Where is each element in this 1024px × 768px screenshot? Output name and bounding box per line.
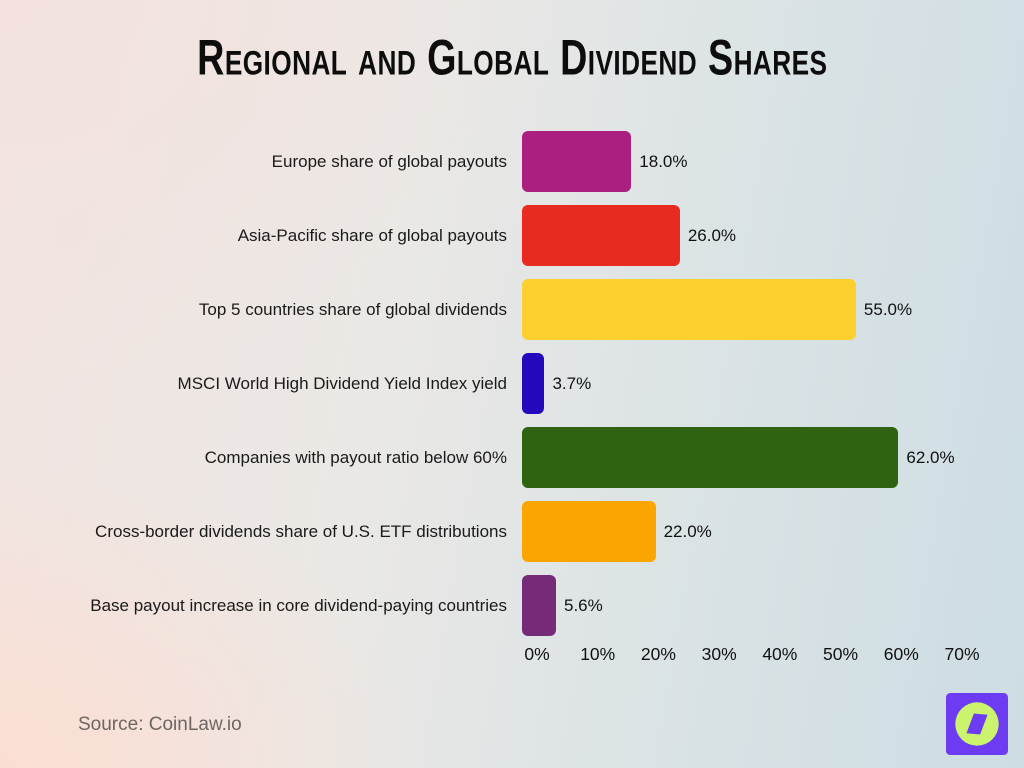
- bar: [522, 279, 856, 340]
- bar-category-label: Europe share of global payouts: [271, 151, 507, 171]
- bar: [522, 427, 899, 488]
- x-axis-tick-label: 70%: [944, 644, 980, 664]
- bar-category-label: MSCI World High Dividend Yield Index yie…: [177, 373, 507, 393]
- compass-icon: [946, 693, 1008, 755]
- x-axis-tick-label: 20%: [640, 644, 676, 664]
- chart-row: Asia-Pacific share of global payouts 26.0…: [40, 205, 984, 266]
- x-axis: 0% 10% 20% 30% 40% 50% 60% 70%: [524, 644, 979, 666]
- coinlaw-logo: [946, 693, 1008, 755]
- bar-track: 5.6%: [522, 575, 947, 636]
- bar-value-label: 22.0%: [663, 521, 712, 541]
- bar-track: 62.0%: [522, 427, 955, 488]
- bar: [522, 353, 545, 414]
- bar: [522, 575, 556, 636]
- bar-value-label: 62.0%: [906, 447, 955, 467]
- bar-track: 55.0%: [522, 279, 947, 340]
- bar-value-label: 55.0%: [863, 299, 913, 319]
- bar-value-label: 5.6%: [564, 595, 603, 615]
- bar-track: 18.0%: [522, 131, 947, 192]
- chart-row: MSCI World High Dividend Yield Index yie…: [40, 353, 984, 414]
- x-axis-tick-label: 30%: [701, 644, 737, 664]
- chart-row: Europe share of global payouts 18.0%: [40, 131, 984, 192]
- bar-category-label: Companies with payout ratio below 60%: [204, 447, 507, 467]
- bar-category-label: Top 5 countries share of global dividend…: [198, 299, 507, 319]
- bar: [522, 501, 656, 562]
- bar-track: 22.0%: [522, 501, 947, 562]
- x-axis-tick-label: 50%: [823, 644, 859, 664]
- bar: [522, 131, 632, 192]
- chart-row: Companies with payout ratio below 60% 62.…: [40, 427, 984, 488]
- chart-title: Regional and Global Dividend Shares: [196, 29, 828, 86]
- bar-chart: Europe share of global payouts 18.0% Asia-…: [40, 131, 984, 636]
- x-axis-tick-label: 60%: [883, 644, 919, 664]
- bar: [522, 205, 680, 266]
- bar-track: 26.0%: [522, 205, 947, 266]
- x-axis-tick-label: 0%: [524, 644, 550, 664]
- bar-value-label: 18.0%: [639, 151, 688, 171]
- bar-category-label: Cross-border dividends share of U.S. ETF…: [95, 521, 507, 541]
- chart-row: Cross-border dividends share of U.S. ETF…: [40, 501, 984, 562]
- x-axis-tick-label: 10%: [580, 644, 616, 664]
- bar-track: 3.7%: [522, 353, 947, 414]
- bar-category-label: Asia-Pacific share of global payouts: [237, 225, 507, 245]
- bar-value-label: 3.7%: [552, 373, 592, 393]
- chart-row: Base payout increase in core dividend-pa…: [40, 575, 984, 636]
- x-axis-tick-label: 40%: [762, 644, 798, 664]
- chart-row: Top 5 countries share of global dividend…: [40, 279, 984, 340]
- title-bar: Regional and Global Dividend Shares: [0, 28, 1024, 85]
- source-text: Source: CoinLaw.io: [78, 714, 242, 735]
- bar-category-label: Base payout increase in core dividend-pa…: [90, 595, 507, 615]
- bar-value-label: 26.0%: [687, 225, 737, 245]
